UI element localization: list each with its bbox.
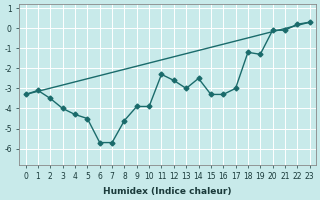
X-axis label: Humidex (Indice chaleur): Humidex (Indice chaleur) — [103, 187, 232, 196]
